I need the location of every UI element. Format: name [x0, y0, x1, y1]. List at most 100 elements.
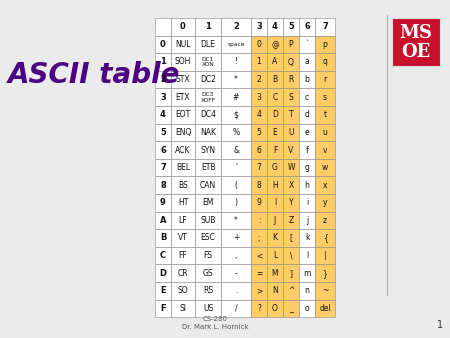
Text: CR: CR [178, 269, 188, 278]
Text: ^: ^ [288, 286, 294, 295]
Text: RS: RS [203, 286, 213, 295]
Bar [299, 212, 315, 229]
Text: ): ) [234, 198, 238, 207]
Bar [283, 35, 299, 53]
Text: 7: 7 [256, 163, 261, 172]
Bar [195, 141, 221, 159]
Text: [: [ [289, 234, 292, 242]
Text: 7: 7 [322, 22, 328, 31]
Text: p: p [323, 40, 328, 49]
Bar [221, 106, 251, 124]
Bar [221, 229, 251, 247]
Text: I: I [274, 198, 276, 207]
Bar [195, 247, 221, 264]
Text: m: m [303, 269, 310, 278]
Bar [195, 124, 221, 141]
Bar [315, 282, 335, 299]
Text: ': ' [235, 163, 237, 172]
Bar [283, 264, 299, 282]
Text: -: - [234, 269, 238, 278]
Text: 5: 5 [160, 128, 166, 137]
Bar [283, 53, 299, 71]
Bar [267, 247, 283, 264]
Bar [267, 35, 283, 53]
Text: 4: 4 [256, 110, 261, 119]
Text: BEL: BEL [176, 163, 190, 172]
Bar [299, 89, 315, 106]
Bar [251, 229, 267, 247]
Bar [267, 141, 283, 159]
Text: B: B [160, 234, 166, 242]
Text: l: l [306, 251, 308, 260]
Bar [267, 53, 283, 71]
Bar [283, 141, 299, 159]
Text: Y: Y [289, 198, 293, 207]
Text: DLE: DLE [201, 40, 216, 49]
Bar [195, 159, 221, 176]
Bar [299, 176, 315, 194]
Bar [299, 141, 315, 159]
Text: SOH: SOH [175, 57, 191, 67]
Bar [299, 264, 315, 282]
Text: 1: 1 [160, 57, 166, 67]
Bar [221, 264, 251, 282]
Text: E: E [273, 128, 277, 137]
Bar [251, 264, 267, 282]
Text: 3: 3 [256, 22, 262, 31]
Text: o: o [305, 304, 309, 313]
Text: 0: 0 [256, 40, 261, 49]
Text: y: y [323, 198, 327, 207]
Text: A: A [272, 57, 278, 67]
Bar [283, 229, 299, 247]
Text: VT: VT [178, 234, 188, 242]
Text: del: del [319, 304, 331, 313]
Text: $: $ [234, 110, 239, 119]
Text: 0: 0 [160, 40, 166, 49]
Bar [171, 247, 195, 264]
Text: SI: SI [180, 304, 186, 313]
Bar [171, 35, 195, 53]
Text: OE: OE [401, 43, 431, 61]
Text: 0: 0 [180, 22, 186, 31]
Bar [195, 299, 221, 317]
Text: ?: ? [257, 304, 261, 313]
Text: ;: ; [258, 234, 260, 242]
Bar [155, 106, 171, 124]
Bar [299, 71, 315, 89]
Bar [251, 53, 267, 71]
Text: {: { [323, 234, 328, 242]
Text: 5: 5 [288, 22, 294, 31]
Bar [195, 71, 221, 89]
Bar [221, 71, 251, 89]
Bar [299, 18, 315, 35]
Text: ETB: ETB [201, 163, 215, 172]
Text: E: E [160, 286, 166, 295]
Bar [155, 247, 171, 264]
Text: 1: 1 [205, 22, 211, 31]
Text: FS: FS [203, 251, 212, 260]
Text: FF: FF [179, 251, 187, 260]
Bar [221, 35, 251, 53]
Bar [299, 124, 315, 141]
Bar [315, 176, 335, 194]
Bar [171, 299, 195, 317]
Bar [315, 229, 335, 247]
Text: g: g [305, 163, 310, 172]
Text: 1: 1 [437, 320, 443, 330]
Text: K: K [273, 234, 278, 242]
Bar [299, 53, 315, 71]
Bar [171, 124, 195, 141]
Bar [315, 35, 335, 53]
Bar [251, 71, 267, 89]
Bar [195, 89, 221, 106]
Bar [283, 247, 299, 264]
Bar [171, 194, 195, 212]
Bar [195, 229, 221, 247]
Bar [155, 35, 171, 53]
Bar [195, 106, 221, 124]
Text: ACK: ACK [176, 145, 191, 154]
Bar [315, 212, 335, 229]
Bar [315, 247, 335, 264]
Bar [155, 71, 171, 89]
Bar [195, 282, 221, 299]
